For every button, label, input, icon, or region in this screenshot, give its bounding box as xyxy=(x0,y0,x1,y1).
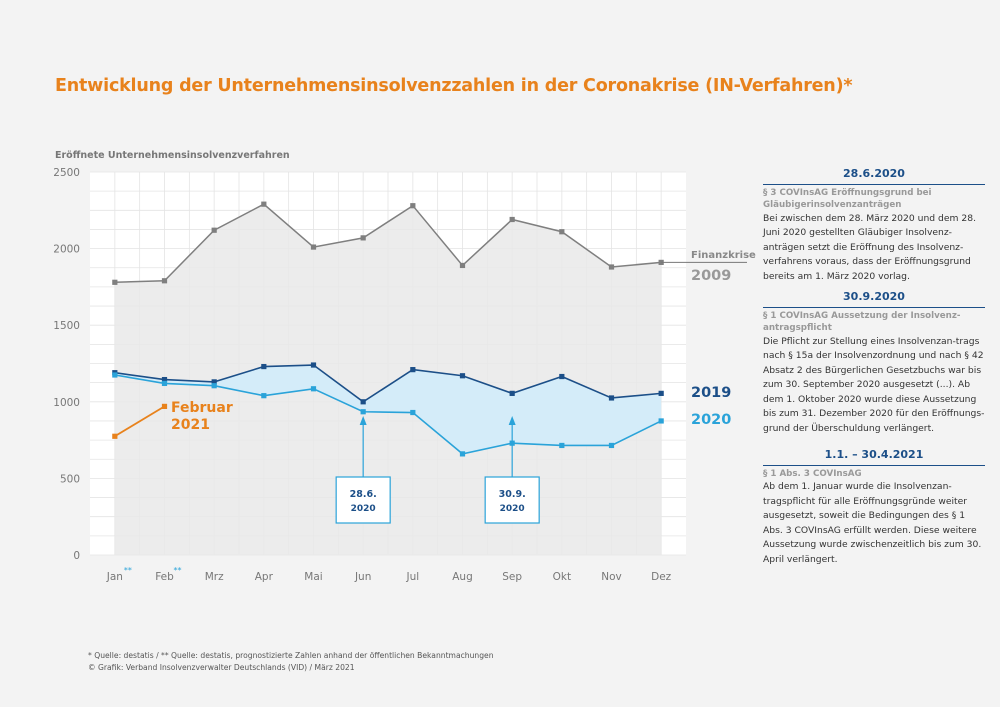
series-2020-point xyxy=(360,409,366,415)
x-tick-label: Jan xyxy=(106,571,123,583)
annotation-label: 28.6. xyxy=(350,489,377,500)
series-2009-point xyxy=(261,201,267,207)
series-2019-line xyxy=(114,364,662,403)
area-fill-2009 xyxy=(114,204,662,555)
y-tick-label: 500 xyxy=(60,473,80,485)
series-2019-point xyxy=(410,367,416,373)
series-2019-point xyxy=(608,395,615,401)
y-tick-label: 0 xyxy=(73,550,80,562)
series-2020-point xyxy=(112,372,118,378)
copyright-note: © Grafik: Verband Insolvenzverwalter Deu… xyxy=(88,663,355,672)
x-tick-label: Sep xyxy=(502,571,522,583)
series-2019-point xyxy=(459,373,466,379)
annotation-box xyxy=(484,476,540,524)
series-2009-point xyxy=(658,259,664,265)
annotation-arrow-head xyxy=(508,416,516,425)
note-30-9-2020: 30.9.2020 § 1 COVInsAG Aussetzung der In… xyxy=(763,290,985,436)
x-tick-label: Dez xyxy=(651,571,672,583)
x-tick-label: Jun xyxy=(354,571,371,583)
note-body: Ab dem 1. Januar wurde die Insolvenzan-t… xyxy=(763,481,982,565)
annotation-label: 2020 xyxy=(351,504,376,514)
series-2009-point xyxy=(608,264,615,270)
series-2020-point xyxy=(559,442,565,449)
x-tick-footnote-mark: ** xyxy=(174,566,182,575)
series-2009-point xyxy=(360,235,366,241)
series-2020-point xyxy=(608,442,615,449)
series-2019-point xyxy=(509,390,515,396)
x-tick-label: Okt xyxy=(553,571,571,583)
x-tick-label: Aug xyxy=(452,571,473,583)
series-2019-point xyxy=(161,376,168,383)
series-label-2021-line1: Februar xyxy=(171,400,233,416)
x-tick-label: Mrz xyxy=(205,571,224,583)
y-axis-title: Eröffnete Unternehmensinsolvenzverfahren xyxy=(55,150,290,161)
x-tick-label: Nov xyxy=(601,571,622,583)
series-2019-point xyxy=(658,390,664,396)
series-2009-line xyxy=(114,203,662,284)
series-2009-point xyxy=(310,244,317,250)
series-2019-point xyxy=(360,399,366,405)
annotation-label: 30.9. xyxy=(499,489,526,500)
series-2020-point xyxy=(459,451,466,457)
series-2009-point xyxy=(161,278,168,284)
series-2020-point xyxy=(410,409,416,416)
chart-title: Entwicklung der Unternehmensinsolvenzzah… xyxy=(55,76,853,96)
note-body: Die Pflicht zur Stellung eines Insolvenz… xyxy=(763,335,985,434)
series-2020-point xyxy=(211,383,217,389)
series-2021-line xyxy=(114,405,165,438)
series-2009-point xyxy=(211,227,217,233)
series-2020-point xyxy=(261,393,267,399)
note-body: Bei zwischen dem 28. März 2020 und dem 2… xyxy=(763,212,977,282)
x-tick-label: Feb xyxy=(155,571,174,583)
series-2020-point xyxy=(310,386,317,392)
series-2021-point xyxy=(112,433,118,439)
source-note: * Quelle: destatis / ** Quelle: destatis… xyxy=(88,651,494,660)
series-2009-point xyxy=(459,262,466,269)
footer: * Quelle: destatis / ** Quelle: destatis… xyxy=(88,650,494,674)
series-label-2019: 2019 xyxy=(691,385,731,401)
note-subtitle: § 3 COVInsAG Eröffnungsgrund bei Gläubig… xyxy=(763,187,932,211)
note-28-6-2020: 28.6.2020 § 3 COVInsAG Eröffnungsgrund b… xyxy=(763,167,985,284)
finanzkrise-label: Finanzkrise xyxy=(691,250,756,261)
series-label-2021-line2: 2021 xyxy=(171,417,210,433)
y-tick-label: 1000 xyxy=(53,397,80,409)
series-2009-point xyxy=(410,203,416,209)
note-date: 28.6.2020 xyxy=(763,167,985,185)
annotation-box xyxy=(335,476,391,524)
series-2021-point xyxy=(161,403,168,409)
series-2020-point xyxy=(658,418,664,424)
series-2009-point xyxy=(112,279,118,285)
note-subtitle: § 1 COVInsAG Aussetzung der Insolvenz-an… xyxy=(763,310,961,334)
series-2009-point xyxy=(509,216,515,223)
series-2019-point xyxy=(559,373,565,380)
x-tick-label: Mai xyxy=(304,571,322,583)
note-subtitle: § 1 Abs. 3 COVInsAG xyxy=(763,468,862,479)
series-2019-point xyxy=(211,379,217,385)
annotation-arrow-head xyxy=(359,416,367,425)
x-tick-footnote-mark: ** xyxy=(124,566,132,575)
note-date: 1.1. – 30.4.2021 xyxy=(763,448,985,466)
series-2020-line xyxy=(114,374,662,455)
note-2021: 1.1. – 30.4.2021 § 1 Abs. 3 COVInsAG Ab … xyxy=(763,448,985,567)
series-label-2009: 2009 xyxy=(691,268,731,284)
series-2019-point xyxy=(261,363,267,370)
series-2009-point xyxy=(559,229,565,235)
y-tick-label: 1500 xyxy=(53,320,80,332)
area-fill-2019-2020 xyxy=(114,365,662,454)
series-2019-point xyxy=(310,362,317,368)
note-date: 30.9.2020 xyxy=(763,290,985,308)
series-label-2020: 2020 xyxy=(691,412,731,428)
y-tick-label: 2000 xyxy=(53,244,80,256)
annotation-label: 2020 xyxy=(500,504,525,514)
x-tick-label: Jul xyxy=(405,571,419,583)
series-2020-point xyxy=(161,380,168,387)
y-tick-label: 2500 xyxy=(53,167,80,179)
x-tick-label: Apr xyxy=(255,571,274,583)
